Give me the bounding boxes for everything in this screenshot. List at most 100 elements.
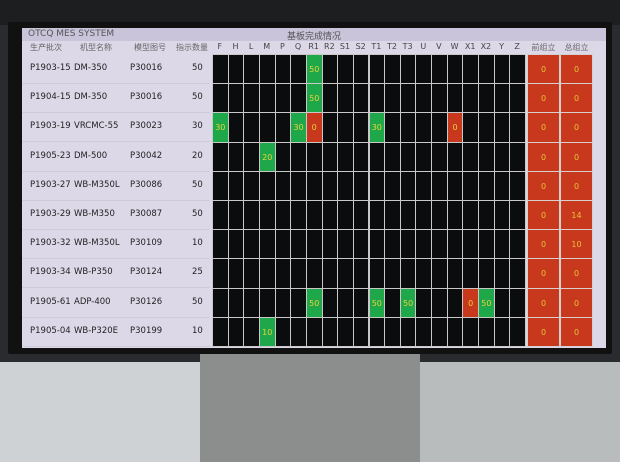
board-cell-Q — [290, 83, 307, 114]
row-model: WB-M350L — [74, 179, 120, 190]
board-cell-P — [274, 112, 292, 143]
board-cell-W — [446, 83, 464, 114]
row-qty: 20 — [192, 150, 203, 161]
board-cell-R2 — [321, 200, 339, 231]
board-cell-F — [212, 200, 229, 231]
board-cell-L — [243, 229, 260, 260]
board-cell-Y — [493, 170, 511, 201]
board-cell-T2 — [384, 170, 401, 201]
board-cell-S2 — [352, 83, 370, 114]
board-cell-X1 — [462, 170, 480, 201]
table-row: P1905-61 ADP-400 P30126 50 — [22, 288, 210, 318]
board-cell-Z — [509, 112, 526, 143]
front-assembly-cell: 0 — [527, 229, 560, 260]
board-cell-W: 0 — [446, 112, 464, 143]
board-cell-S2 — [352, 287, 370, 318]
row-drawing: P30016 — [130, 92, 163, 103]
board-cell-R2 — [321, 170, 339, 201]
row-batch: P1903-32 — [30, 238, 71, 249]
row-model: ADP-400 — [74, 296, 111, 307]
board-cell-T2 — [384, 316, 401, 347]
board-cell-Z — [509, 83, 526, 114]
board-cell-U — [415, 287, 433, 318]
board-cell-T1 — [368, 54, 386, 85]
front-assembly-cell: 0 — [527, 316, 560, 347]
board-cell-Q — [290, 54, 307, 85]
board-cell-R1: 50 — [305, 287, 323, 318]
board-cell-T2 — [384, 112, 401, 143]
board-cell-R1: 50 — [305, 83, 323, 114]
board-cell-T2 — [384, 287, 401, 318]
board-cell-T1 — [368, 83, 386, 114]
board-col-header: F — [217, 42, 223, 51]
row-batch: P1905-04 — [30, 325, 71, 336]
row-qty: 25 — [192, 267, 203, 278]
board-cell-R1 — [305, 200, 323, 231]
board-cell-X2 — [478, 229, 495, 260]
row-model: WB-M350L — [74, 238, 120, 249]
board-col-header: S1 — [339, 42, 351, 51]
row-batch: P1904-15 — [30, 92, 71, 103]
board-cell-X1 — [462, 200, 480, 231]
board-cell-X1 — [462, 141, 480, 172]
board-cell-H — [227, 200, 245, 231]
row-model: VRCMC-55 — [74, 121, 119, 132]
board-cell-U — [415, 229, 433, 260]
front-assembly-cell: 0 — [527, 83, 560, 114]
board-cell-Q — [290, 170, 307, 201]
board-cell-L — [243, 316, 260, 347]
row-drawing: P30016 — [130, 63, 163, 73]
final-assembly-cell: 0 — [560, 258, 593, 289]
board-cell-V — [431, 54, 448, 85]
row-batch: P1903-15 — [30, 63, 71, 73]
row-batch: P1903-19 — [30, 121, 71, 132]
board-cell-U — [415, 258, 433, 289]
col-header-model: 机型名称 — [80, 43, 112, 52]
board-cell-X2 — [478, 83, 495, 114]
row-batch: P1905-61 — [30, 296, 71, 307]
board-cell-X2 — [478, 258, 495, 289]
board-cell-T3 — [399, 54, 417, 85]
background-equipment — [420, 362, 620, 462]
board-cell-S2 — [352, 170, 370, 201]
table-row: P1905-04 WB-P320E P30199 10 — [22, 317, 210, 347]
board-cell-T3 — [399, 316, 417, 347]
row-batch: P1905-23 — [30, 150, 71, 161]
final-assembly-cell: 10 — [560, 229, 593, 260]
board-cell-H — [227, 170, 245, 201]
board-cell-P — [274, 229, 292, 260]
board-cell-Z — [509, 229, 526, 260]
board-col-header: T2 — [386, 42, 397, 51]
table-row: P1904-15 DM-350 P30016 50 — [22, 83, 210, 114]
mes-dashboard: OTCQ MES SYSTEM 基板完成情况 生产批次 机型名称 模型图号 指示… — [22, 28, 606, 348]
board-cell-F — [212, 258, 229, 289]
board-cell-L — [243, 258, 260, 289]
board-cell-M: 10 — [258, 316, 276, 347]
row-drawing: P30087 — [130, 209, 163, 219]
board-cell-S2 — [352, 200, 370, 231]
board-cell-T3 — [399, 170, 417, 201]
board-cell-S2 — [352, 316, 370, 347]
board-cell-V — [431, 170, 448, 201]
board-cell-S1 — [337, 170, 354, 201]
col-header-batch: 生产批次 — [30, 43, 62, 52]
table-row: P1905-23 DM-500 P30042 20 — [22, 142, 210, 172]
board-cell-T1 — [368, 200, 386, 231]
board-cell-U — [415, 316, 433, 347]
board-cell-R2 — [321, 316, 339, 347]
row-batch: P1903-34 — [30, 267, 71, 278]
board-cell-R1 — [305, 141, 323, 172]
board-cell-P — [274, 200, 292, 231]
row-model: WB-P320E — [74, 325, 119, 336]
board-cell-R2 — [321, 258, 339, 289]
board-cell-S2 — [352, 112, 370, 143]
board-cell-M — [258, 229, 276, 260]
board-col-header: U — [420, 42, 427, 51]
table-row: P1903-32 WB-M350L P30109 10 — [22, 229, 210, 260]
row-model: WB-M350 — [74, 209, 115, 219]
board-cell-M — [258, 83, 276, 114]
board-cell-T3 — [399, 200, 417, 231]
board-cell-Y — [493, 316, 511, 347]
board-cell-Y — [493, 258, 511, 289]
final-assembly-cell: 0 — [560, 141, 593, 172]
